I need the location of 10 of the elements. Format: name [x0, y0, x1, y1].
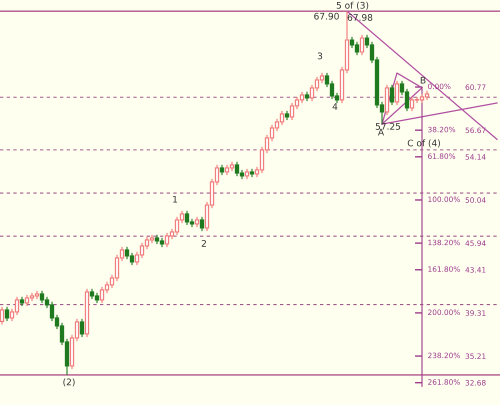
annotation: 57.25 [376, 122, 400, 130]
annotation: 4 [332, 103, 338, 110]
annotation: B [420, 76, 426, 84]
annotation: A [378, 128, 384, 136]
annotation: 1 [173, 196, 178, 203]
annotation: 2 [202, 240, 206, 247]
annotation: (2) [63, 378, 75, 386]
annotation: 67.90 [314, 12, 339, 20]
annotation: 3 [318, 52, 322, 60]
annotation: 5 of (3) [336, 2, 368, 10]
